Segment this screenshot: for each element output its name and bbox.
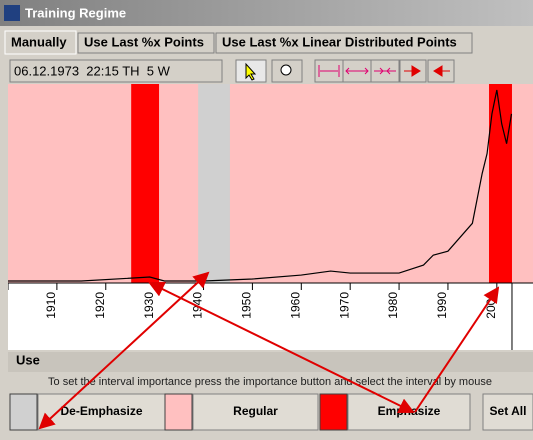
x-tick-label: 1990 bbox=[435, 292, 449, 319]
color-swatch bbox=[320, 394, 347, 430]
tab-label: Use Last %x Points bbox=[84, 34, 204, 49]
plot-background bbox=[8, 84, 533, 283]
zoom-icon bbox=[281, 65, 291, 75]
app-icon bbox=[4, 5, 20, 21]
tab-label: Manually bbox=[11, 34, 67, 49]
x-tick-label: 1960 bbox=[288, 292, 302, 319]
x-tick-label: 1980 bbox=[386, 292, 400, 319]
x-tick-label: 1910 bbox=[44, 292, 58, 319]
x-tick-label: 1930 bbox=[142, 292, 156, 319]
button-label: Set All bbox=[490, 404, 527, 418]
interval-band bbox=[131, 84, 159, 283]
x-tick-label: 1970 bbox=[337, 292, 351, 319]
tool-icons bbox=[315, 60, 454, 82]
color-swatch bbox=[10, 394, 37, 430]
datetime: 06.12.1973 22:15 TH 5 W bbox=[14, 63, 171, 78]
x-tick-label: 1950 bbox=[240, 292, 254, 319]
x-tick-label: 1900 bbox=[0, 292, 9, 319]
group-title: Use bbox=[16, 352, 40, 367]
button-label: De-Emphasize bbox=[60, 404, 142, 418]
x-tick-label: 1920 bbox=[93, 292, 107, 319]
x-tick-label: 1940 bbox=[191, 292, 205, 319]
button-label: Regular bbox=[233, 404, 278, 418]
instruction: To set the interval importance press the… bbox=[48, 376, 492, 388]
interval-band bbox=[198, 84, 230, 283]
tab-label: Use Last %x Linear Distributed Points bbox=[222, 34, 457, 49]
window-title: Training Regime bbox=[25, 5, 126, 20]
color-swatch bbox=[165, 394, 192, 430]
